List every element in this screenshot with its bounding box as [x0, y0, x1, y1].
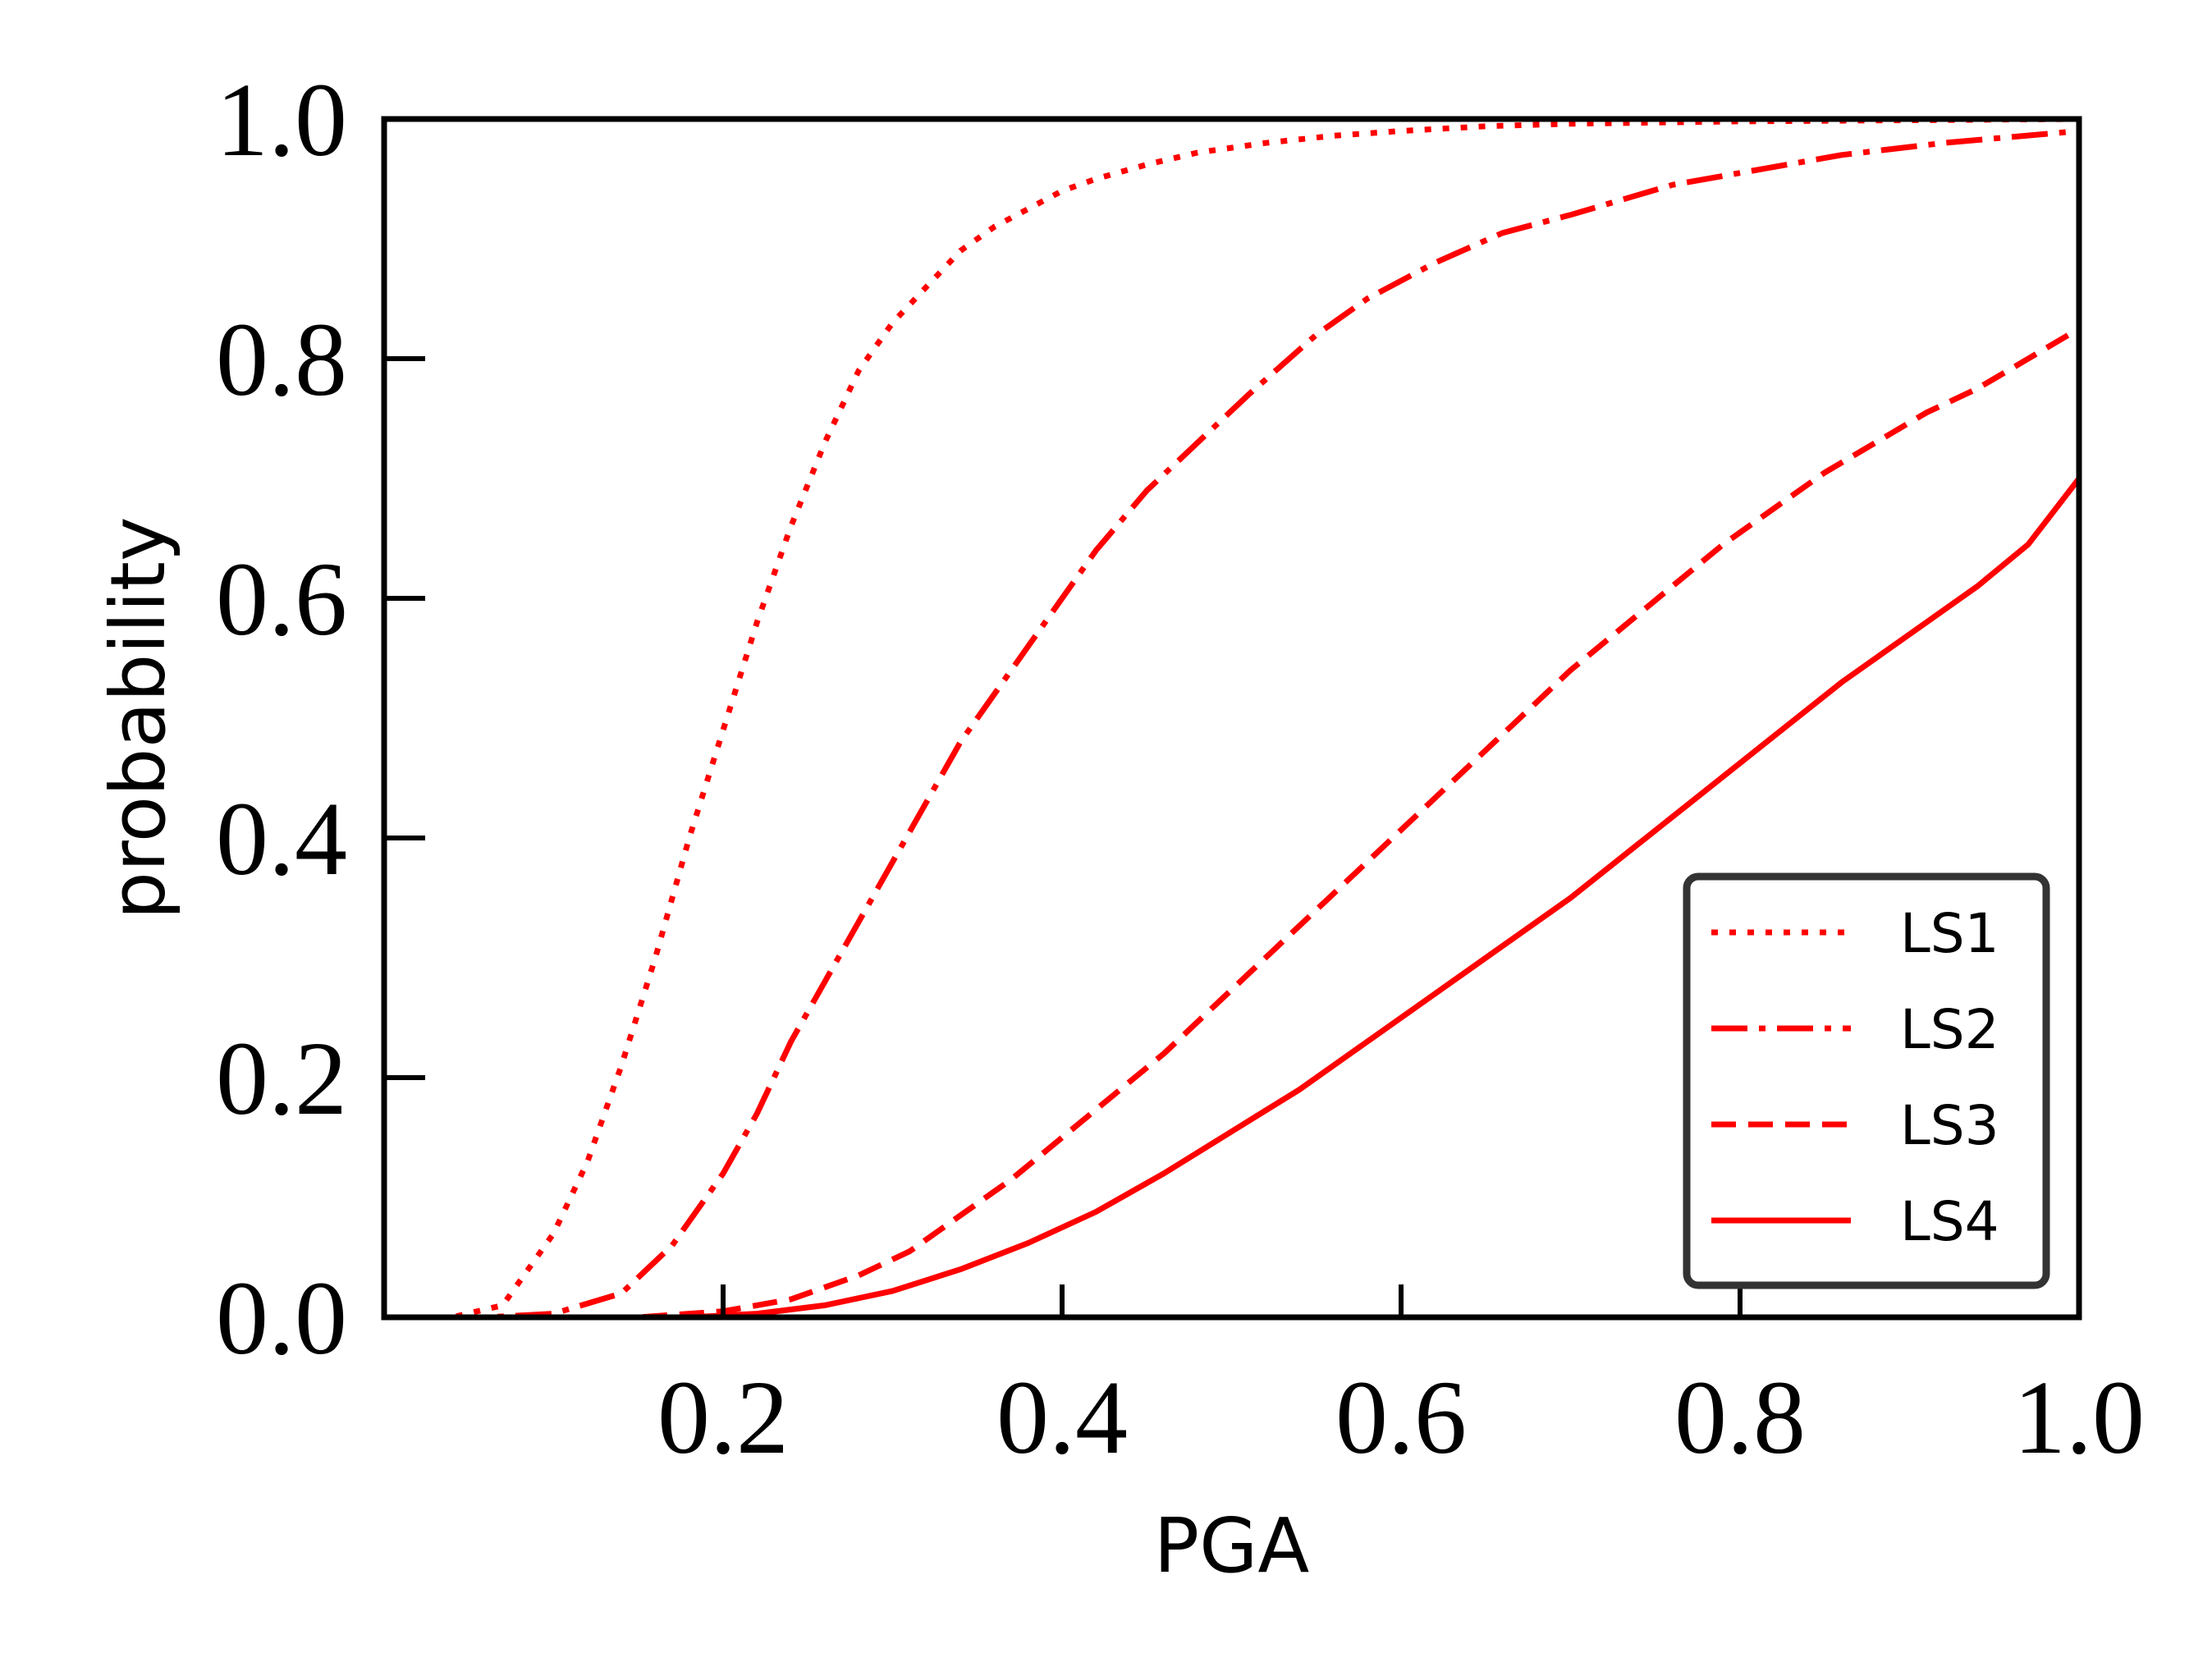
y-axis-title: probability — [94, 517, 182, 920]
y-tick-label: 0.0 — [216, 1260, 347, 1376]
y-tick-label: 0.2 — [216, 1020, 347, 1137]
legend: LS1 LS2 LS3 LS4 — [1683, 872, 2050, 1289]
x-tick-label: 0.2 — [657, 1359, 789, 1476]
x-tick-label: 0.8 — [1674, 1359, 1806, 1476]
series-line-ls3 — [384, 326, 2079, 1317]
x-tick-label: 0.6 — [1335, 1359, 1467, 1476]
legend-label-ls4: LS4 — [1900, 1190, 1999, 1253]
x-axis-title: PGA — [1154, 1502, 1310, 1590]
legend-box — [1683, 872, 2050, 1289]
y-tick-label: 1.0 — [216, 62, 347, 178]
y-tick-label: 0.8 — [216, 301, 347, 418]
axes-layer: 0.2 0.4 0.6 0.8 1.0 0.0 0.2 0.4 0.6 0.8 1.0 — [216, 62, 2145, 1476]
series-line-ls2 — [384, 128, 2079, 1317]
y-tick-label: 0.6 — [216, 541, 347, 657]
y-tick-label: 0.4 — [216, 781, 347, 897]
x-tick-label: 0.4 — [996, 1359, 1128, 1476]
legend-label-ls2: LS2 — [1900, 998, 1999, 1061]
plot-frame — [381, 116, 2082, 1321]
series-layer — [384, 119, 2079, 1317]
series-line-ls4 — [384, 476, 2079, 1317]
legend-label-ls3: LS3 — [1900, 1094, 1999, 1157]
x-tick-label: 1.0 — [2013, 1359, 2145, 1476]
legend-label-ls1: LS1 — [1900, 902, 1999, 965]
